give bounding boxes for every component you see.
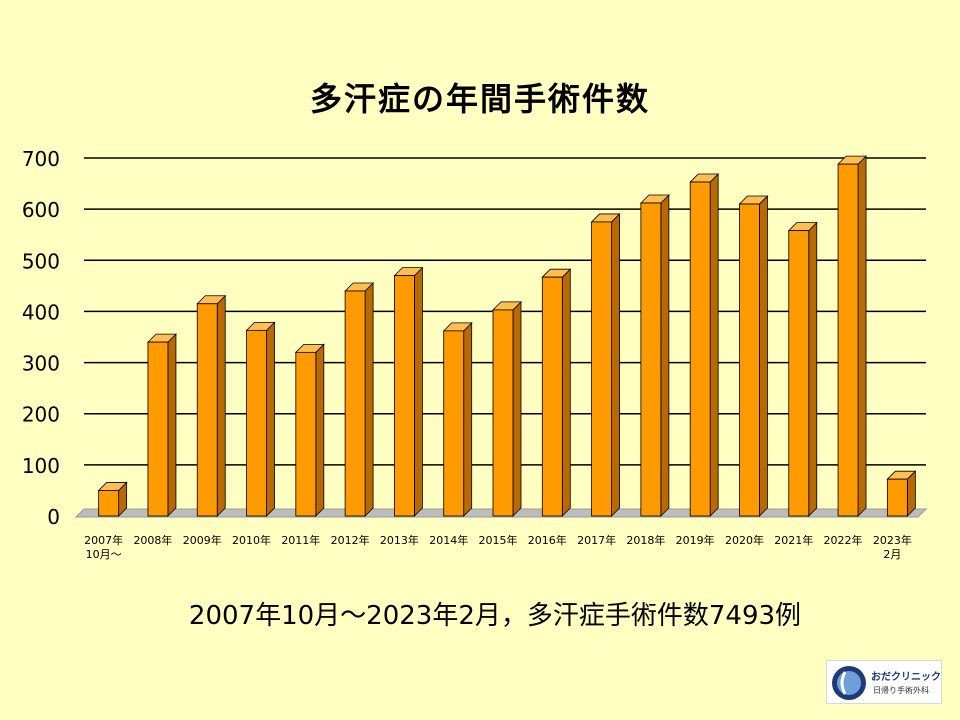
summary-text: 2007年10月～2023年2月，多汗症手術件数7493例 (188, 601, 802, 631)
bar (886, 470, 917, 517)
bar (393, 266, 424, 517)
bar-side (759, 195, 768, 517)
x-tick-label: 2011年 (281, 533, 320, 547)
bar (97, 481, 128, 517)
x-axis-labels: 2007年 10月～ 2008年 2009年 2010年 2011年 2012年 2013年 2… (84, 533, 912, 561)
bar-front (394, 275, 415, 517)
bar-side (709, 173, 719, 517)
x-tick-label: 2018年 (626, 533, 665, 547)
bar (294, 343, 325, 517)
bar-front (739, 203, 760, 517)
bar-front (443, 330, 465, 517)
bar (442, 321, 473, 517)
bar-side (414, 266, 423, 517)
bar (196, 294, 227, 517)
y-tick-label: 600 (22, 198, 60, 222)
x-tick-label: 2022年 (824, 533, 863, 547)
bar (689, 173, 720, 517)
x-tick-label: 2015年 (479, 533, 518, 547)
x-tick-label: 2010年 (232, 533, 271, 547)
bar (738, 195, 769, 517)
bar-side (512, 300, 522, 517)
bar (492, 300, 522, 517)
bar (344, 282, 375, 517)
y-tick-label: 200 (22, 403, 60, 427)
bar (639, 194, 670, 517)
y-tick-label: 700 (22, 147, 60, 171)
bar-front (591, 221, 612, 517)
bar-front (886, 478, 908, 517)
x-tick-label: 2014年 (429, 533, 468, 547)
bar-side (463, 321, 473, 517)
y-tick-label: 100 (22, 454, 60, 478)
x-tick-label: 2023年 2月 (873, 533, 912, 561)
bar-side (660, 194, 670, 517)
bars (97, 155, 917, 517)
x-tick-label: 2019年 (676, 533, 715, 547)
bar-side (167, 333, 177, 517)
clinic-logo-icon (832, 666, 866, 700)
bar-front (98, 490, 120, 517)
y-tick-label: 300 (22, 352, 60, 376)
bar-side (561, 268, 571, 517)
x-tick-label: 2020年 (725, 533, 764, 547)
clinic-logo: おだクリニック 日帰り手術外科 (826, 660, 942, 704)
bar-front (492, 309, 514, 517)
clinic-logo-name: おだクリニック (871, 672, 941, 683)
bar-side (808, 221, 818, 517)
x-tick-label: 2009年 (183, 533, 222, 547)
chart-title: 多汗症の年間手術件数 (309, 80, 650, 118)
x-tick-label: 2021年 (774, 533, 813, 547)
x-tick-label: 2008年 (133, 533, 172, 547)
x-tick-label: 2013年 (380, 533, 419, 547)
bar (245, 321, 276, 517)
bar-side (266, 321, 275, 517)
bar-front (246, 329, 267, 517)
bar-front (541, 276, 563, 517)
x-tick-label: 2007年 10月～ (84, 533, 123, 561)
x-tick-label: 2017年 (577, 533, 616, 547)
bar-side (216, 294, 226, 517)
bar-front (344, 290, 366, 517)
bar (787, 221, 818, 517)
bar-side (857, 155, 867, 517)
bar-front (837, 163, 859, 517)
clinic-logo-subtitle: 日帰り手術外科 (873, 686, 929, 695)
bar (541, 268, 572, 517)
bar (837, 155, 868, 517)
y-tick-label: 500 (22, 249, 60, 273)
y-tick-label: 400 (22, 300, 60, 324)
bar-front (640, 202, 662, 517)
bar (590, 212, 621, 517)
y-tick-label: 0 (47, 505, 60, 529)
bar-side (611, 212, 620, 517)
x-tick-label: 2016年 (528, 533, 567, 547)
bar-front (689, 181, 711, 517)
bar-side (364, 282, 374, 517)
bar-front (788, 230, 810, 517)
bar-front (147, 341, 169, 517)
x-tick-label: 2012年 (331, 533, 370, 547)
y-axis-labels: 0 100 200 300 400 500 600 700 (22, 147, 60, 529)
bar-side (315, 343, 325, 517)
bar (146, 333, 177, 517)
bar-front (295, 351, 317, 517)
bar-front (196, 303, 218, 517)
